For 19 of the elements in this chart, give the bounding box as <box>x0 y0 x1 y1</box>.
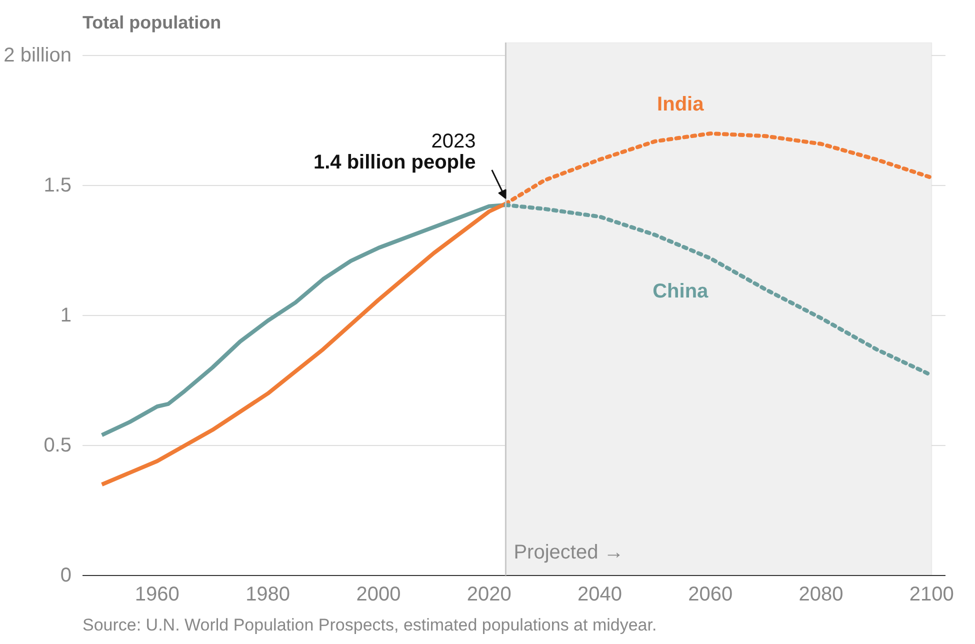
x-tick-label: 2020 <box>466 584 512 606</box>
x-tick-label: 2080 <box>798 584 844 606</box>
source-note: Source: U.N. World Population Prospects, estimated populations at midyear. <box>82 616 657 634</box>
y-tick-label: 0.5 <box>44 434 72 456</box>
x-tick-label: 2100 <box>909 584 954 606</box>
x-tick-label: 1980 <box>246 584 290 606</box>
y-axis-title: Total population <box>82 12 222 32</box>
x-tick-label: 2000 <box>356 584 401 606</box>
y-tick-label: 2 billion <box>4 44 72 66</box>
y-tick-label: 1 <box>60 304 72 326</box>
y-tick-label: 1.5 <box>44 174 72 196</box>
series-label: India <box>657 94 705 116</box>
y-tick-label: 0 <box>60 564 72 586</box>
band-label: Projected → <box>514 542 624 564</box>
x-tick-label: 1960 <box>134 584 180 606</box>
series-label: China <box>652 280 710 302</box>
x-tick-label: 2060 <box>688 584 733 606</box>
annotation: 2023 1.4 billion people <box>313 130 476 174</box>
x-tick-label: 2040 <box>578 584 622 606</box>
